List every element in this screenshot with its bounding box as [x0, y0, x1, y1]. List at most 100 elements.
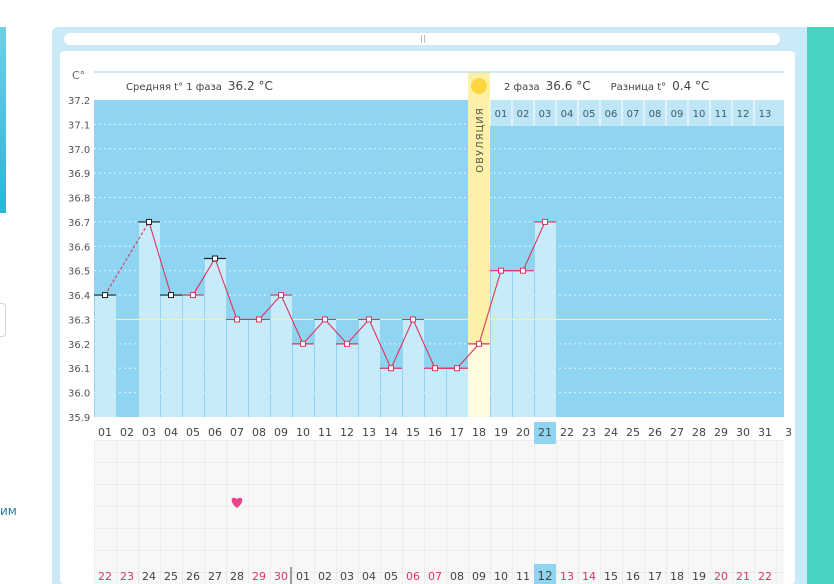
y-tick-label-0: 37.2	[68, 96, 90, 107]
date-label-28: 20	[714, 570, 728, 583]
day-label-15: 15	[406, 426, 420, 439]
temp-segment-18-19	[478, 270, 502, 345]
date-label-19: 11	[516, 570, 530, 583]
point-05	[190, 292, 196, 299]
day-label-21: 21	[538, 426, 552, 439]
temp-segment-13-14	[368, 319, 392, 369]
day-label-11: 11	[318, 426, 332, 439]
date-label-24: 16	[626, 570, 640, 583]
y-tick-label-10: 36.2	[68, 340, 90, 351]
day-label-20: 20	[516, 426, 530, 439]
bar-17	[447, 368, 468, 417]
day-label-01: 01	[98, 426, 112, 439]
date-label-18: 10	[494, 570, 508, 583]
notes-grid-area	[94, 440, 784, 584]
phase1-label: Средняя t° 1 фаза	[126, 82, 222, 93]
phase2-day-label-13: 13	[759, 109, 772, 120]
bar-15	[403, 319, 424, 417]
point-07	[234, 316, 240, 323]
difference-label: Разница t°	[611, 82, 667, 93]
temp-segment-17-18	[456, 343, 480, 369]
y-tick-label-2: 37.0	[68, 145, 90, 156]
point-18	[476, 340, 482, 347]
bar-13	[359, 319, 380, 417]
date-label-25: 17	[648, 570, 662, 583]
day-label-overflow: 3	[785, 426, 792, 439]
bar-11	[315, 319, 336, 417]
bar-19	[491, 270, 512, 417]
day-label-16: 16	[428, 426, 442, 439]
date-label-30: 22	[758, 570, 772, 583]
phase2-value: 36.6 °C	[546, 79, 591, 93]
day-label-22: 22	[560, 426, 574, 439]
date-label-13: 05	[384, 570, 398, 583]
temp-segment-06-07	[214, 258, 238, 320]
date-label-11: 03	[340, 570, 354, 583]
phase2-day-label-08: 08	[649, 109, 662, 120]
day-label-30: 30	[736, 426, 750, 439]
bar-09	[271, 295, 292, 417]
y-tick-label-9: 36.3	[68, 315, 90, 326]
date-label-17: 09	[472, 570, 486, 583]
date-label-29: 21	[736, 570, 750, 583]
date-label-23: 15	[604, 570, 618, 583]
date-label-12: 04	[362, 570, 376, 583]
left-side-panel	[0, 27, 6, 213]
y-tick-label-13: 35.9	[68, 413, 90, 424]
date-label-4: 26	[186, 570, 200, 583]
phase2-day-label-10: 10	[693, 109, 706, 120]
temp-segment-08-09	[258, 294, 282, 320]
ovulation-column	[468, 72, 490, 417]
temp-segment-09-10	[280, 294, 304, 345]
y-tick-label-11: 36.1	[68, 364, 90, 375]
point-11	[322, 316, 328, 323]
day-label-28: 28	[692, 426, 706, 439]
phase2-day-label-11: 11	[715, 109, 728, 120]
day-label-10: 10	[296, 426, 310, 439]
point-19	[498, 267, 504, 274]
date-label-26: 18	[670, 570, 684, 583]
date-label-2: 24	[142, 570, 156, 583]
day-label-24: 24	[604, 426, 618, 439]
ovulation-sun-icon	[471, 78, 487, 94]
bar-10	[293, 343, 314, 417]
ovulation-bar	[468, 343, 490, 417]
bar-20	[513, 270, 534, 417]
point-06	[212, 255, 218, 262]
date-label-15: 07	[428, 570, 442, 583]
bar-05	[183, 295, 204, 417]
day-label-02: 02	[120, 426, 134, 439]
bar-01	[95, 295, 116, 417]
y-tick-label-4: 36.8	[68, 194, 90, 205]
point-12	[344, 340, 350, 347]
y-tick-label-6: 36.6	[68, 242, 90, 253]
resize-handle-icon[interactable]	[421, 35, 425, 43]
day-label-19: 19	[494, 426, 508, 439]
left-side-field[interactable]	[0, 303, 6, 337]
day-label-14: 14	[384, 426, 398, 439]
day-label-27: 27	[670, 426, 684, 439]
date-label-3: 25	[164, 570, 178, 583]
resize-strip[interactable]	[64, 33, 780, 45]
point-10	[300, 340, 306, 347]
phase2-plot-area	[490, 100, 784, 417]
date-label-6: 28	[230, 570, 244, 583]
day-label-07: 07	[230, 426, 244, 439]
y-tick-label-1: 37.1	[68, 120, 90, 131]
point-03	[146, 218, 152, 225]
point-16	[432, 365, 438, 372]
phase2-label: 2 фаза	[504, 82, 540, 93]
temp-segment-14-15	[390, 319, 414, 369]
date-label-16: 08	[450, 570, 464, 583]
y-tick-label-3: 36.9	[68, 169, 90, 180]
bar-08	[249, 319, 270, 417]
day-label-06: 06	[208, 426, 222, 439]
day-label-29: 29	[714, 426, 728, 439]
date-label-1: 23	[120, 570, 134, 583]
point-20	[520, 267, 526, 274]
y-tick-label-12: 36.0	[68, 389, 90, 400]
phase2-day-label-02: 02	[517, 109, 530, 120]
date-label-5: 27	[208, 570, 222, 583]
phase2-day-label-01: 01	[495, 109, 508, 120]
